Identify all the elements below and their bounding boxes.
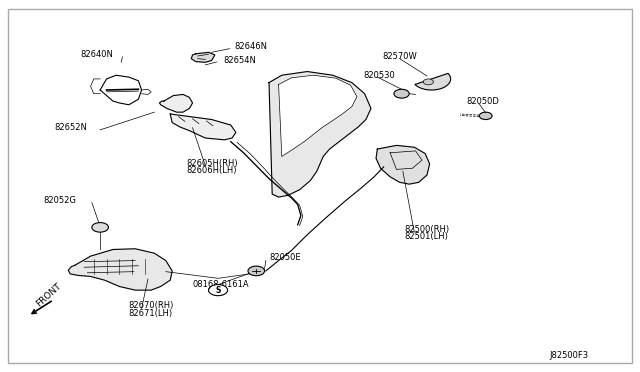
Text: 08168-6161A: 08168-6161A	[193, 280, 249, 289]
Text: 82606H(LH): 82606H(LH)	[186, 166, 237, 175]
Wedge shape	[415, 73, 451, 90]
Text: 82671(LH): 82671(LH)	[129, 309, 173, 318]
Text: (2): (2)	[212, 288, 224, 297]
Text: 82605H(RH): 82605H(RH)	[186, 158, 238, 168]
Text: 82570W: 82570W	[383, 52, 417, 61]
Text: 82501(LH): 82501(LH)	[404, 232, 448, 241]
Circle shape	[479, 112, 492, 119]
Polygon shape	[159, 94, 193, 112]
Text: 82652N: 82652N	[54, 123, 88, 132]
Text: 82670(RH): 82670(RH)	[129, 301, 174, 311]
Text: 82500(RH): 82500(RH)	[404, 225, 449, 234]
Text: 82050D: 82050D	[467, 97, 499, 106]
Polygon shape	[376, 145, 429, 184]
Text: 82052G: 82052G	[44, 196, 77, 205]
Circle shape	[92, 222, 108, 232]
Polygon shape	[170, 114, 236, 140]
Text: 820530: 820530	[364, 71, 395, 80]
Text: 82646N: 82646N	[234, 42, 267, 51]
Polygon shape	[68, 249, 172, 290]
Polygon shape	[191, 52, 215, 62]
Text: S: S	[215, 286, 221, 295]
Circle shape	[394, 89, 409, 98]
Polygon shape	[278, 75, 357, 157]
Circle shape	[423, 79, 433, 85]
Text: 82640N: 82640N	[80, 51, 113, 60]
Text: FRONT: FRONT	[35, 281, 63, 308]
Polygon shape	[269, 71, 371, 197]
Text: 82654N: 82654N	[223, 56, 256, 65]
Circle shape	[248, 266, 264, 276]
Text: 82050E: 82050E	[269, 253, 301, 263]
Text: J82500F3: J82500F3	[549, 350, 589, 360]
Circle shape	[209, 285, 228, 296]
